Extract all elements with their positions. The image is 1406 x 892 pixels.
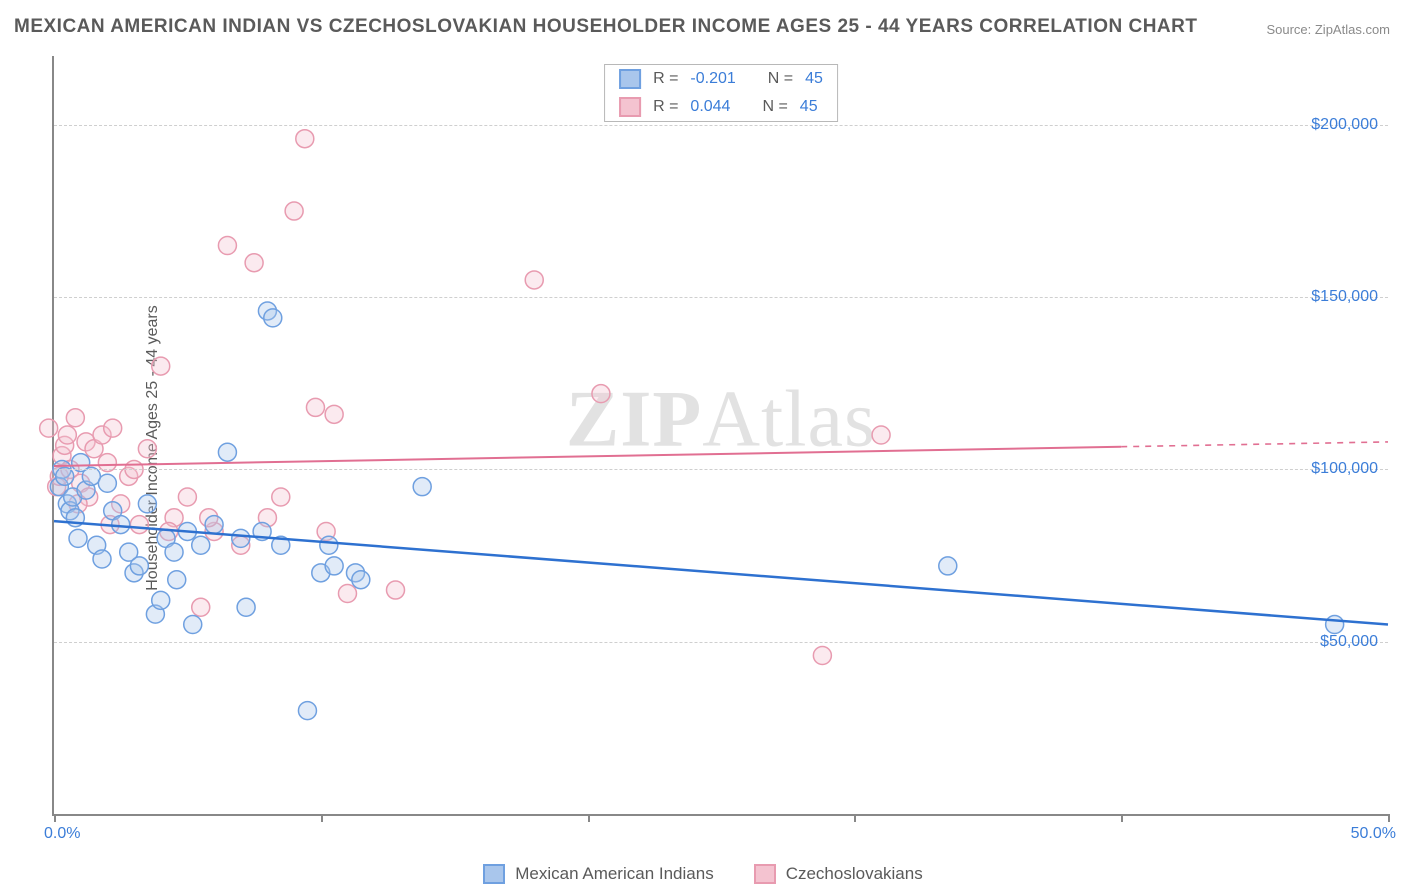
scatter-point: [168, 571, 186, 589]
scatter-point: [525, 271, 543, 289]
scatter-point: [320, 536, 338, 554]
stat-n-value: 45: [805, 70, 823, 88]
scatter-point: [1326, 616, 1344, 634]
stat-legend-row: R = -0.201 N = 45: [605, 65, 837, 93]
chart-svg: [54, 56, 1388, 814]
stat-n-label: N =: [762, 98, 787, 116]
y-tick-label: $50,000: [1320, 633, 1378, 651]
trend-line: [54, 447, 1121, 466]
scatter-point: [338, 584, 356, 602]
scatter-point: [152, 591, 170, 609]
trend-line-dashed: [1121, 442, 1388, 447]
scatter-point: [413, 478, 431, 496]
scatter-point: [165, 543, 183, 561]
bottom-legend: Mexican American Indians Czechoslovakian…: [0, 864, 1406, 884]
stat-r-label: R =: [653, 98, 678, 116]
chart-container: Householder Income Ages 25 - 44 years ZI…: [0, 50, 1406, 845]
stat-r-value: -0.201: [690, 70, 735, 88]
scatter-point: [218, 237, 236, 255]
plot-area: ZIPAtlas R = -0.201 N = 45 R = 0.044 N =…: [52, 56, 1388, 816]
stat-n-value: 45: [800, 98, 818, 116]
legend-item: Mexican American Indians: [483, 864, 713, 884]
scatter-point: [352, 571, 370, 589]
stat-legend-row: R = 0.044 N = 45: [605, 93, 837, 121]
scatter-point: [232, 529, 250, 547]
scatter-point: [285, 202, 303, 220]
y-tick-label: $150,000: [1311, 288, 1378, 306]
scatter-point: [237, 598, 255, 616]
x-tick-min-label: 0.0%: [44, 825, 80, 843]
scatter-point: [184, 616, 202, 634]
legend-label: Czechoslovakians: [786, 864, 923, 884]
scatter-point: [245, 254, 263, 272]
scatter-point: [192, 598, 210, 616]
scatter-point: [872, 426, 890, 444]
scatter-point: [138, 495, 156, 513]
scatter-point: [939, 557, 957, 575]
scatter-point: [296, 130, 314, 148]
scatter-point: [66, 409, 84, 427]
stat-legend-swatch: [619, 69, 641, 89]
scatter-point: [192, 536, 210, 554]
scatter-point: [298, 702, 316, 720]
scatter-point: [592, 385, 610, 403]
stat-r-value: 0.044: [690, 98, 730, 116]
y-tick-label: $200,000: [1311, 116, 1378, 134]
scatter-point: [325, 405, 343, 423]
legend-label: Mexican American Indians: [515, 864, 713, 884]
legend-item: Czechoslovakians: [754, 864, 923, 884]
scatter-point: [93, 550, 111, 568]
scatter-point: [130, 516, 148, 534]
stat-legend-swatch: [619, 97, 641, 117]
scatter-point: [306, 398, 324, 416]
scatter-point: [152, 357, 170, 375]
x-tick-max-label: 50.0%: [1351, 825, 1396, 843]
scatter-point: [40, 419, 58, 437]
y-tick-label: $100,000: [1311, 460, 1378, 478]
source-label: Source: ZipAtlas.com: [1266, 22, 1390, 37]
stat-n-label: N =: [768, 70, 793, 88]
legend-swatch: [754, 864, 776, 884]
stat-legend: R = -0.201 N = 45 R = 0.044 N = 45: [604, 64, 838, 122]
scatter-point: [69, 529, 87, 547]
chart-title: MEXICAN AMERICAN INDIAN VS CZECHOSLOVAKI…: [14, 16, 1197, 38]
scatter-point: [178, 488, 196, 506]
scatter-point: [104, 419, 122, 437]
scatter-point: [130, 557, 148, 575]
stat-r-label: R =: [653, 70, 678, 88]
scatter-point: [205, 516, 223, 534]
scatter-point: [264, 309, 282, 327]
scatter-point: [387, 581, 405, 599]
scatter-point: [813, 647, 831, 665]
scatter-point: [218, 443, 236, 461]
scatter-point: [325, 557, 343, 575]
scatter-point: [272, 488, 290, 506]
scatter-point: [138, 440, 156, 458]
scatter-point: [98, 474, 116, 492]
legend-swatch: [483, 864, 505, 884]
scatter-point: [58, 426, 76, 444]
